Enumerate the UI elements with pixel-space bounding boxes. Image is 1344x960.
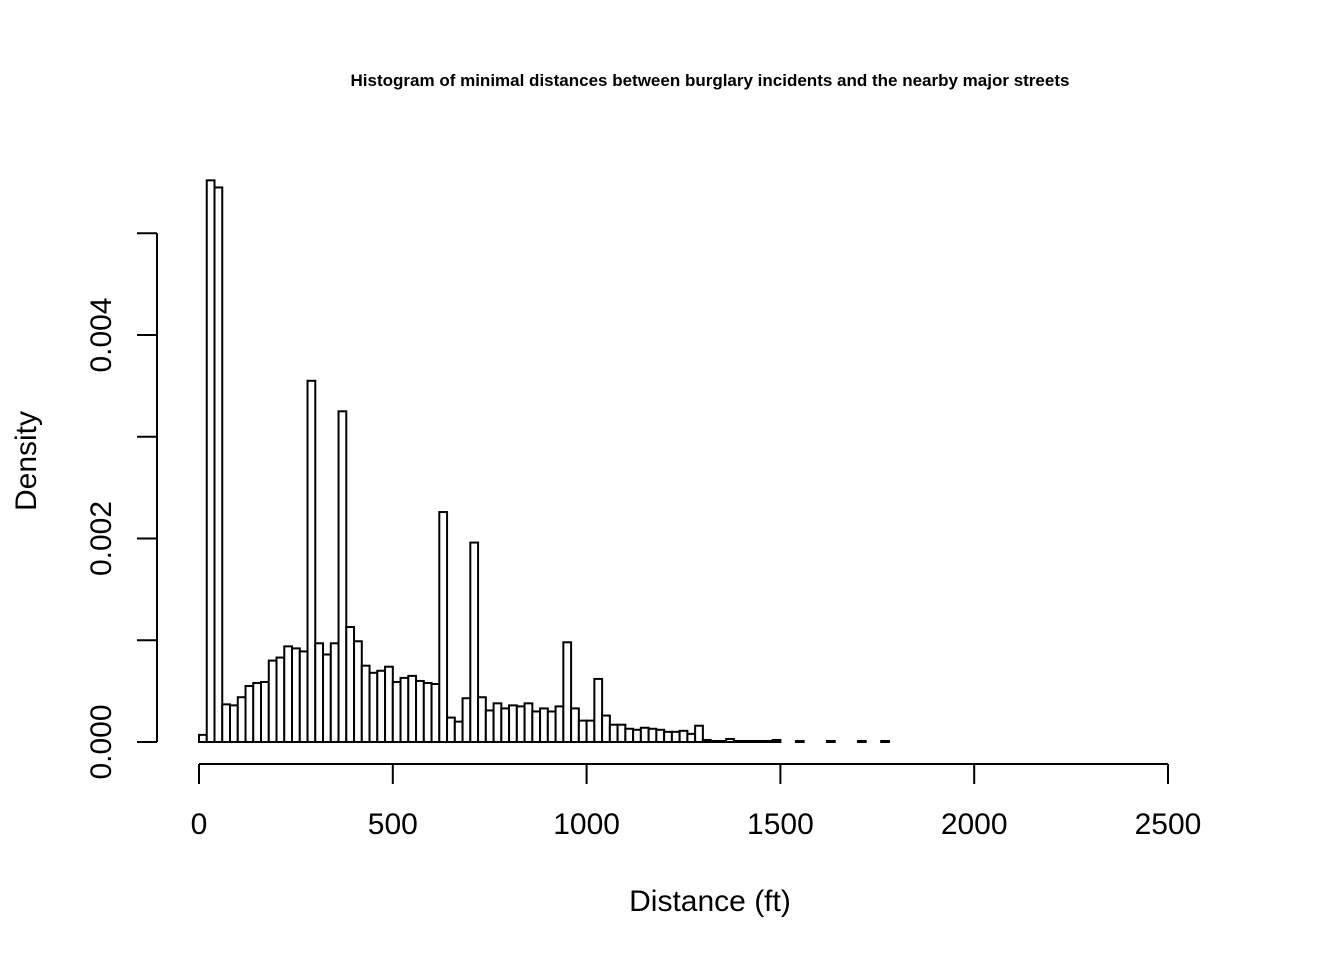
histogram-bar: [508, 704, 518, 743]
y-tick-label: 0.004: [85, 297, 118, 372]
y-axis-label: Density: [10, 411, 43, 511]
histogram-bar: [329, 642, 340, 743]
histogram-bar: [492, 702, 503, 744]
histogram-bar: [678, 729, 689, 743]
histogram-bar: [221, 703, 232, 743]
histogram-bar: [384, 665, 394, 744]
histogram-bar: [515, 705, 526, 744]
histogram-bar: [562, 641, 573, 743]
histogram-bar: [686, 732, 697, 743]
histogram-bar: [345, 626, 356, 744]
histogram-bar: [740, 739, 751, 743]
histogram-bar: [399, 676, 410, 744]
x-tick-label: 0: [191, 808, 208, 841]
histogram-bar: [725, 737, 735, 744]
histogram-bar: [205, 179, 216, 743]
histogram-bar: [422, 681, 433, 743]
histogram-bar: [314, 642, 325, 743]
histogram-bar: [655, 728, 666, 743]
histogram-bar: [771, 738, 782, 744]
histogram-bar: [794, 739, 805, 743]
histogram-bar: [353, 640, 363, 744]
histogram-bar: [484, 709, 495, 744]
histogram-bar: [585, 719, 596, 744]
histogram-bar: [213, 186, 224, 743]
histogram-bar: [546, 710, 557, 743]
x-tick-label: 500: [368, 808, 418, 841]
histogram-bar: [337, 410, 348, 743]
histogram-bar: [407, 674, 418, 743]
histogram-bar: [670, 730, 681, 744]
histogram-bar: [825, 739, 836, 743]
bars-group: [198, 179, 890, 744]
histogram-bar: [438, 511, 449, 743]
histogram-bar: [376, 669, 387, 744]
histogram-bar: [717, 739, 728, 743]
histogram-bar: [577, 719, 588, 744]
histogram-bar: [639, 726, 650, 744]
histogram-bar: [856, 739, 867, 743]
histogram-bar: [763, 739, 774, 743]
histogram-bar: [446, 716, 456, 744]
x-tick-label: 2000: [941, 808, 1008, 841]
histogram-bar: [298, 650, 309, 744]
histogram-bar: [322, 653, 332, 743]
histogram-bar: [430, 683, 441, 744]
histogram-bar: [236, 696, 247, 743]
x-axis-label: Distance (ft): [629, 885, 791, 918]
histogram-bar: [244, 685, 255, 743]
histogram-bar: [608, 723, 619, 744]
histogram-bar: [624, 727, 635, 744]
histogram-bar: [260, 680, 270, 744]
histogram-bar: [701, 738, 712, 744]
x-tick-label: 1000: [553, 808, 620, 841]
histogram-bar: [453, 720, 464, 744]
histogram-bar: [601, 714, 611, 743]
y-tick-label: 0.000: [85, 704, 118, 779]
histogram-bar: [880, 739, 890, 743]
histogram-bar: [291, 647, 301, 744]
histogram-bar: [523, 702, 534, 744]
histogram-bar: [477, 696, 487, 743]
histogram-bar: [694, 724, 704, 743]
histogram-bar: [732, 739, 743, 743]
histogram-bar: [531, 710, 542, 743]
chart-title: Histogram of minimal distances between b…: [351, 71, 1070, 90]
histogram-bar: [267, 659, 278, 743]
histogram-bar: [368, 671, 379, 743]
histogram-bar: [275, 656, 286, 743]
histogram-bar: [539, 707, 549, 743]
histogram-bar: [632, 728, 642, 743]
histogram-bar: [748, 739, 759, 743]
x-tick-label: 2500: [1135, 808, 1202, 841]
histogram-bar: [283, 645, 294, 743]
histogram-bar: [663, 730, 673, 744]
histogram-bar: [616, 723, 627, 744]
histogram-bar: [709, 739, 720, 743]
histogram-bar: [461, 697, 472, 743]
x-tick-label: 1500: [747, 808, 814, 841]
histogram-bar: [306, 379, 317, 743]
histogram-bar: [469, 541, 480, 743]
histogram-bar: [593, 677, 604, 743]
histogram-bar: [252, 681, 263, 743]
histogram-bar: [415, 679, 425, 744]
histogram-bar: [391, 680, 402, 744]
histogram-bar: [554, 705, 565, 744]
axes-group: 0 500 1000 1500 2000 2500 0.000 0.002 0.004: [85, 232, 1202, 841]
histogram-bar: [198, 733, 208, 744]
histogram-bar: [229, 704, 239, 743]
histogram-bar: [500, 707, 511, 743]
y-tick-label: 0.002: [85, 501, 118, 576]
histogram-bar: [647, 727, 658, 744]
histogram-bar: [756, 739, 766, 743]
histogram-bar: [360, 664, 371, 743]
histogram-bar: [570, 707, 580, 743]
